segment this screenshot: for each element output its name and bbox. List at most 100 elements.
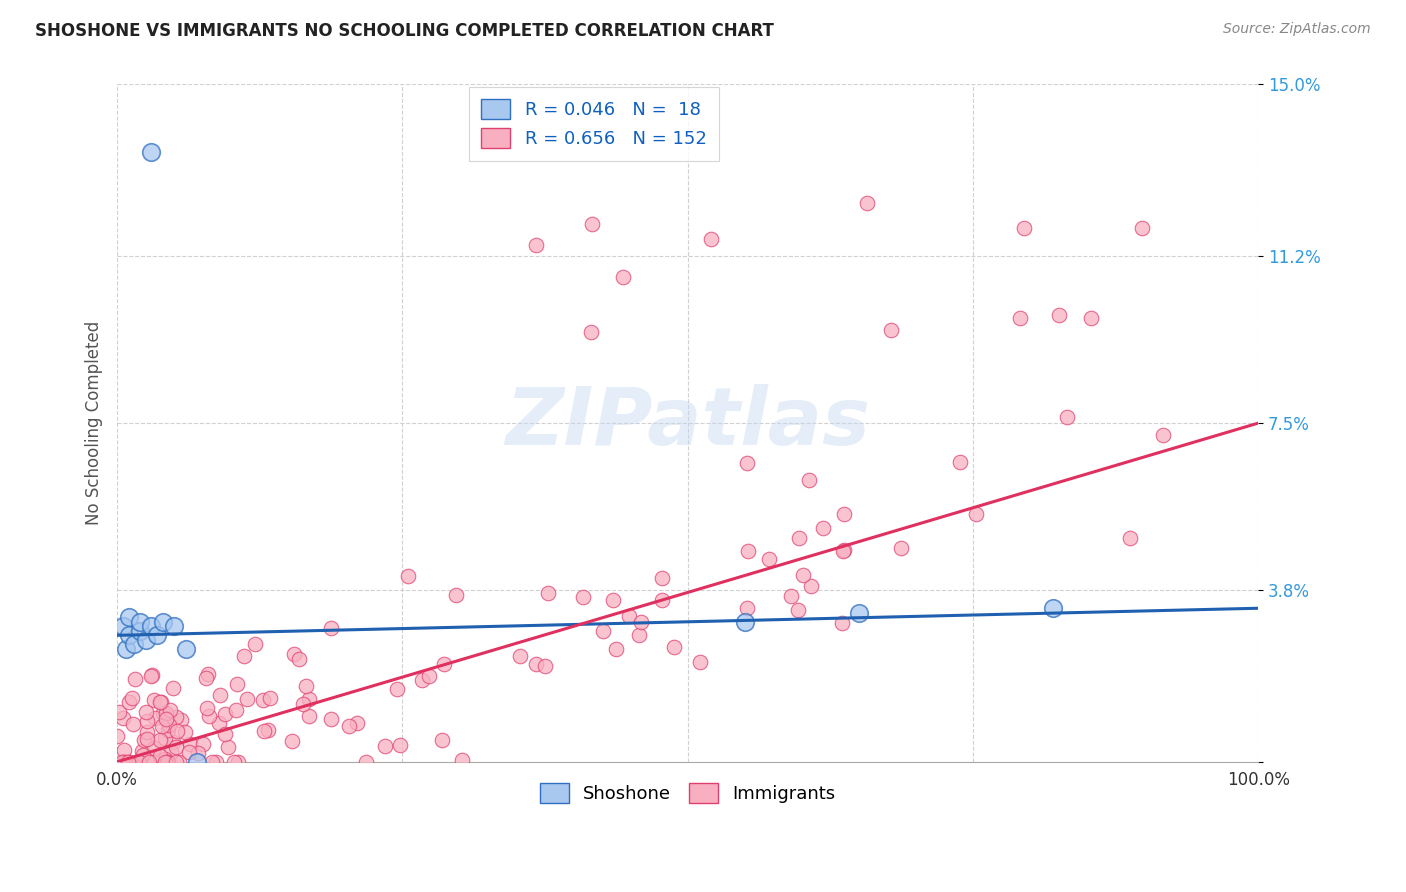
Point xyxy=(108,705,131,719)
Point xyxy=(418,668,440,682)
Point xyxy=(138,755,160,769)
Point xyxy=(150,695,173,709)
Point xyxy=(813,521,835,535)
Point xyxy=(165,710,187,724)
Point xyxy=(105,729,128,743)
Point xyxy=(786,603,808,617)
Point xyxy=(533,658,555,673)
Text: Source: ZipAtlas.com: Source: ZipAtlas.com xyxy=(1223,22,1371,37)
Point xyxy=(605,642,627,657)
Point xyxy=(205,755,228,769)
Point xyxy=(965,507,987,521)
Point xyxy=(166,724,188,739)
Point xyxy=(214,706,236,721)
Point xyxy=(157,717,180,731)
Point xyxy=(856,195,879,210)
Point xyxy=(374,739,396,754)
Point xyxy=(1047,308,1070,322)
Point xyxy=(509,648,531,663)
Point xyxy=(156,755,179,769)
Point xyxy=(226,677,249,691)
Point xyxy=(112,755,135,769)
Point xyxy=(537,586,560,600)
Point xyxy=(198,708,221,723)
Point xyxy=(602,593,624,607)
Point xyxy=(280,734,302,748)
Point xyxy=(592,624,614,638)
Point xyxy=(298,692,321,706)
Point xyxy=(779,590,801,604)
Point xyxy=(651,593,673,607)
Point xyxy=(571,590,593,604)
Point xyxy=(117,610,139,624)
Point xyxy=(128,755,150,769)
Point xyxy=(155,712,177,726)
Point xyxy=(848,606,870,620)
Point xyxy=(295,679,318,693)
Point xyxy=(174,725,197,739)
Point xyxy=(949,455,972,469)
Point xyxy=(117,755,139,769)
Point xyxy=(194,671,217,685)
Point xyxy=(319,713,342,727)
Point xyxy=(225,703,247,717)
Point xyxy=(1119,532,1142,546)
Point xyxy=(628,628,651,642)
Point xyxy=(388,738,411,752)
Point xyxy=(132,748,155,763)
Point xyxy=(121,690,143,705)
Point xyxy=(135,705,157,719)
Point xyxy=(789,531,811,545)
Point xyxy=(226,755,249,769)
Point xyxy=(524,657,547,671)
Point xyxy=(385,681,408,696)
Point xyxy=(156,723,179,737)
Point xyxy=(112,742,135,756)
Point xyxy=(136,725,159,739)
Point xyxy=(114,755,136,769)
Point xyxy=(152,615,174,629)
Point xyxy=(129,615,152,629)
Point xyxy=(170,713,193,727)
Point xyxy=(153,755,176,769)
Point xyxy=(253,723,276,738)
Point xyxy=(142,693,165,707)
Point xyxy=(149,748,172,763)
Point xyxy=(579,325,602,339)
Point xyxy=(890,541,912,555)
Point xyxy=(354,755,377,769)
Point xyxy=(125,755,148,769)
Point xyxy=(831,616,853,631)
Point xyxy=(141,145,163,160)
Point xyxy=(111,711,134,725)
Point xyxy=(734,615,756,629)
Legend: Shoshone, Immigrants: Shoshone, Immigrants xyxy=(529,772,846,814)
Point xyxy=(233,649,256,664)
Point xyxy=(111,619,134,633)
Point xyxy=(177,745,200,759)
Point xyxy=(298,709,321,723)
Point xyxy=(612,269,634,284)
Point xyxy=(319,621,342,635)
Point xyxy=(146,628,169,642)
Point xyxy=(131,743,153,757)
Point xyxy=(1008,311,1031,326)
Point xyxy=(187,746,209,760)
Point xyxy=(201,755,224,769)
Point xyxy=(689,656,711,670)
Y-axis label: No Schooling Completed: No Schooling Completed xyxy=(86,321,103,525)
Point xyxy=(135,731,157,746)
Point xyxy=(411,673,433,688)
Point xyxy=(1042,601,1064,615)
Point xyxy=(124,637,146,651)
Point xyxy=(122,716,145,731)
Point xyxy=(165,755,187,769)
Point xyxy=(139,669,162,683)
Point xyxy=(524,238,547,252)
Point xyxy=(165,740,187,755)
Point xyxy=(444,588,467,602)
Point xyxy=(236,692,259,706)
Point xyxy=(135,632,157,647)
Point xyxy=(581,217,603,231)
Point xyxy=(879,323,901,337)
